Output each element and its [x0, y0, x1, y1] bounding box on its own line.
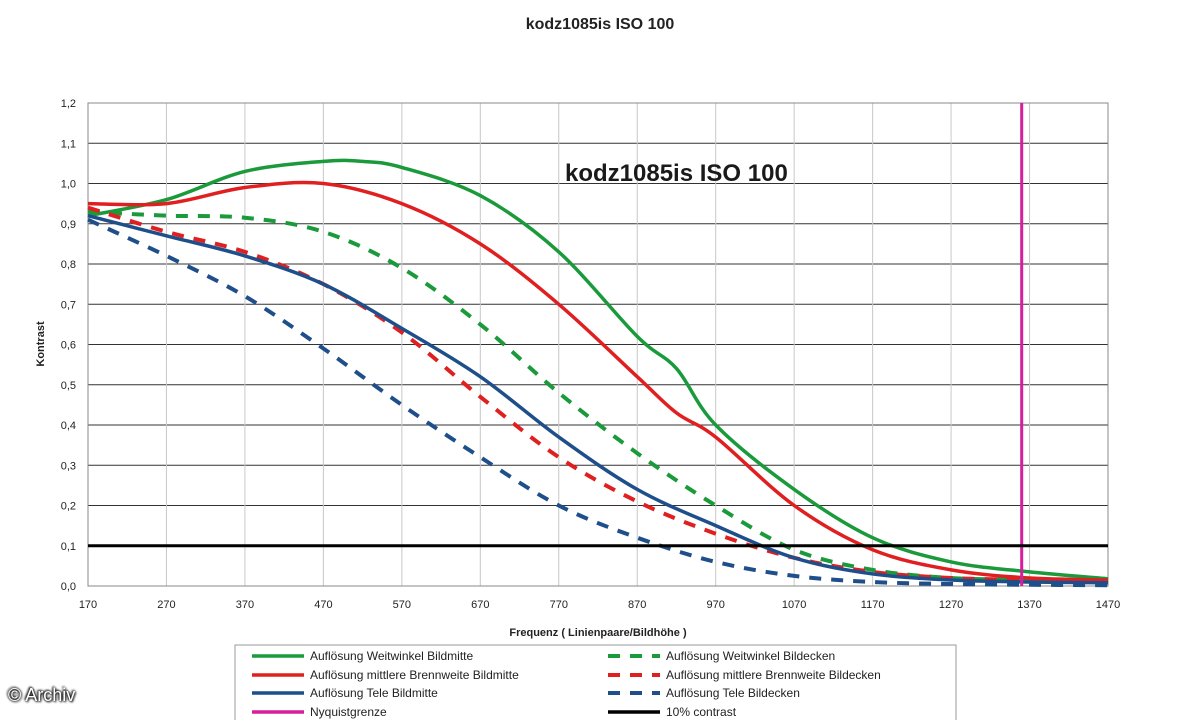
reference-lines	[88, 103, 1108, 586]
x-tick-label: 1370	[1017, 599, 1041, 611]
series-lines	[87, 158, 1109, 588]
legend-entry: Auflösung Weitwinkel Bildecken	[666, 649, 835, 663]
y-tick-label: 0,6	[61, 340, 76, 352]
chart-title: kodz1085is ISO 100	[526, 16, 675, 33]
x-tick-label: 1070	[782, 599, 806, 611]
legend: Auflösung Weitwinkel Bildmitte Auflösung …	[252, 649, 881, 719]
y-tick-label: 0,8	[61, 259, 76, 271]
x-tick-label: 1470	[1096, 599, 1120, 611]
x-tick-label: 170	[79, 599, 97, 611]
x-tick-label: 870	[628, 599, 646, 611]
y-tick-label: 0,0	[61, 581, 76, 593]
legend-entry: Nyquistgrenze	[310, 705, 387, 719]
x-tick-label: 770	[550, 599, 568, 611]
y-tick-label: 1,2	[61, 98, 76, 110]
x-tick-label: 1270	[939, 599, 963, 611]
series-line-aufloesung-weitwinkel-bildecken	[87, 209, 1109, 584]
y-tick-label: 0,9	[61, 219, 76, 231]
x-tick-labels: 170 270 370 470 570 670 770 870 970 1070 1170 1270 1…	[79, 599, 1120, 611]
x-tick-label: 670	[471, 599, 489, 611]
y-tick-label: 0,2	[61, 501, 76, 513]
x-tick-label: 370	[236, 599, 254, 611]
y-tick-label: 0,7	[61, 299, 76, 311]
series-line-aufloesung-tele-bildmitte	[87, 214, 1109, 585]
x-tick-label: 570	[393, 599, 411, 611]
x-tick-label: 270	[157, 599, 175, 611]
x-axis-label: Frequenz ( Linienpaare/Bildhöhe )	[509, 627, 687, 639]
legend-box	[234, 644, 957, 720]
legend-entry: Auflösung mittlere Brennweite Bildmitte	[310, 668, 519, 682]
y-tick-label: 0,3	[61, 460, 76, 472]
x-tick-label: 1170	[861, 599, 885, 611]
plot-frame	[87, 102, 1109, 587]
y-tick-label: 1,1	[61, 138, 76, 150]
y-tick-label: 0,4	[61, 420, 76, 432]
legend-entry: 10% contrast	[666, 705, 737, 719]
y-tick-label: 0,5	[61, 380, 76, 392]
y-axis-label: Kontrast	[35, 321, 47, 367]
series-line-aufloesung-weitwinkel-bildmitte	[87, 158, 1109, 581]
x-tick-label: 970	[707, 599, 725, 611]
x-tick-label: 470	[314, 599, 332, 611]
legend-entry: Auflösung Weitwinkel Bildmitte	[310, 649, 474, 663]
series-line-aufloesung-tele-bildecken	[87, 217, 1109, 588]
y-tick-label: 1,0	[61, 179, 76, 191]
legend-entry: Auflösung mittlere Brennweite Bildecken	[666, 668, 881, 682]
legend-entry: Auflösung Tele Bildecken	[666, 686, 800, 700]
y-tick-labels: 0,0 0,1 0,2 0,3 0,4 0,5 0,6 0,7 0,8 0,9 1,0 1,1 1,2	[61, 98, 76, 593]
archiv-watermark: © Archiv	[8, 685, 76, 705]
series-line-aufloesung-mittlere-brennweite-bildmitte	[87, 180, 1109, 582]
legend-entry: Auflösung Tele Bildmitte	[310, 686, 438, 700]
series-line-aufloesung-mittlere-brennweite-bildecken	[87, 205, 1109, 584]
y-tick-label: 0,1	[61, 541, 76, 553]
inner-chart-title: kodz1085is ISO 100	[565, 160, 788, 187]
